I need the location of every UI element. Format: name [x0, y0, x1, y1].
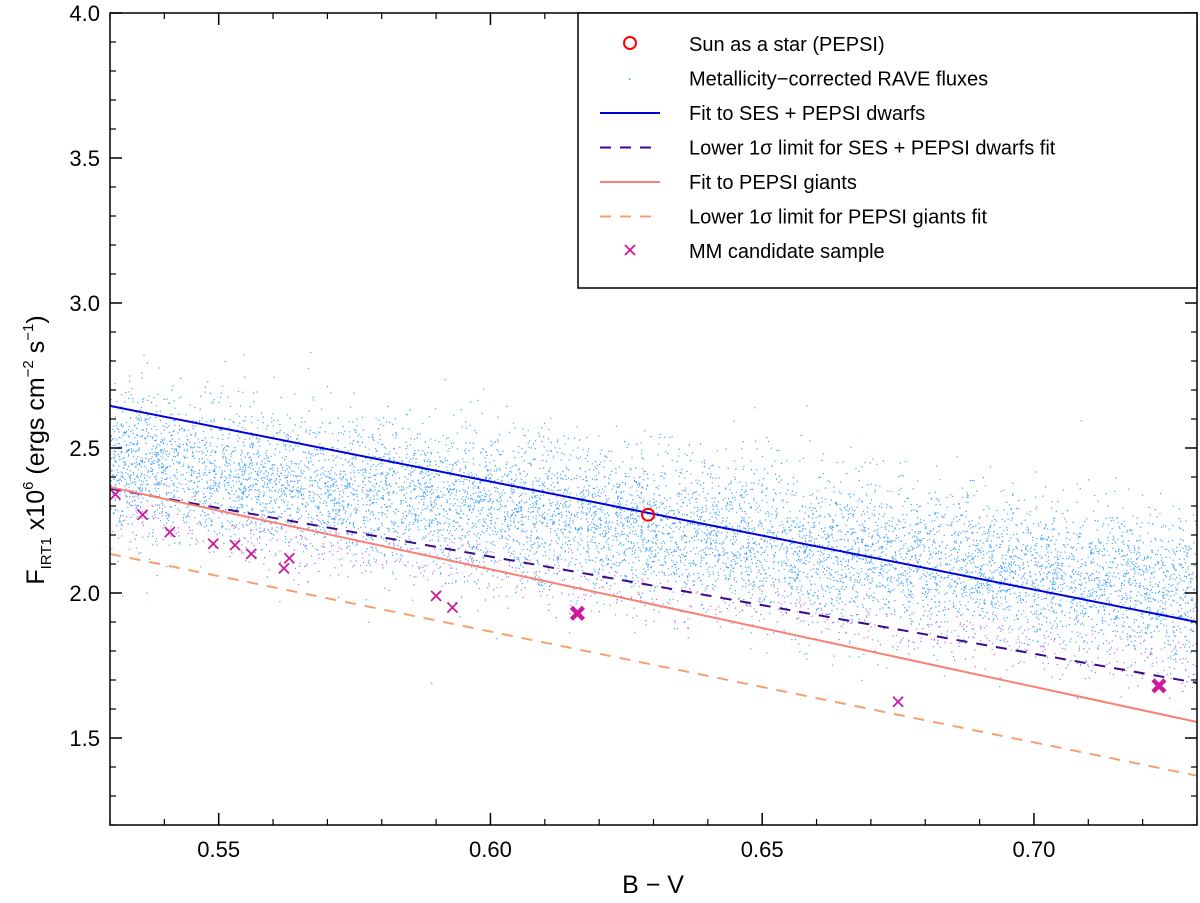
candidate-bold-marker-0	[569, 605, 586, 621]
y-tick-label: 2.0	[69, 581, 100, 606]
candidate-marker-0	[109, 488, 122, 501]
y-tick-label: 3.0	[69, 291, 100, 316]
legend-label: Metallicity−corrected RAVE fluxes	[689, 69, 988, 91]
candidate-marker-10	[892, 696, 904, 708]
legend-entry: Metallicity−corrected RAVE fluxes	[629, 69, 988, 91]
candidate-bold-marker-1	[1151, 678, 1167, 694]
legend-label: Lower 1σ limit for PEPSI giants fit	[689, 207, 987, 229]
legend-label: Fit to PEPSI giants	[689, 172, 857, 194]
legend-label: MM candidate sample	[689, 241, 885, 263]
legend-entry: MM candidate sample	[624, 241, 885, 263]
legend-label: Lower 1σ limit for SES + PEPSI dwarfs fi…	[689, 138, 1056, 160]
legend-entry: Lower 1σ limit for PEPSI giants fit	[600, 207, 987, 229]
legend: Sun as a star (PEPSI) Metallicity−correct…	[577, 12, 1198, 289]
legend-entry: Lower 1σ limit for SES + PEPSI dwarfs fi…	[600, 138, 1056, 160]
candidate-marker-3	[207, 538, 219, 550]
fit-line-4	[109, 486, 1198, 723]
y-tick-label: 2.5	[69, 436, 100, 461]
candidate-marker-2	[164, 526, 176, 538]
fit-line-3	[109, 487, 1198, 684]
x-tick-label: 0.70	[1013, 837, 1056, 862]
legend-label: Sun as a star (PEPSI)	[689, 34, 885, 56]
markers-layer	[109, 488, 1167, 708]
y-axis-title: FIRT1 x106 (ergs cm−2 s−1)	[20, 315, 55, 584]
legend-entry: Fit to SES + PEPSI dwarfs	[600, 103, 925, 125]
legend-entry: Sun as a star (PEPSI)	[623, 34, 885, 56]
candidate-marker-8	[430, 590, 442, 602]
y-tick-label: 3.5	[69, 146, 100, 171]
y-tick-label: 4.0	[69, 1, 100, 26]
candidate-marker-9	[446, 601, 459, 614]
candidate-marker-6	[278, 562, 290, 574]
candidate-marker-5	[245, 548, 257, 560]
ticks-layer: 0.55 0.60 0.65 0.70 1.5 2.0 2.5 3.0 3.5 4.0	[69, 1, 1198, 862]
legend-entry: Fit to PEPSI giants	[600, 172, 857, 194]
legend-symbol-circle	[623, 36, 637, 50]
legend-box	[577, 12, 1198, 289]
y-tick-label: 1.5	[69, 726, 100, 751]
fit-line-5	[109, 552, 1198, 777]
legend-label: Fit to SES + PEPSI dwarfs	[689, 103, 925, 125]
candidate-marker-4	[229, 539, 241, 551]
sun-marker	[641, 507, 656, 522]
legend-symbol-x	[624, 244, 636, 256]
candidate-marker-1	[136, 509, 149, 521]
candidate-marker-7	[283, 552, 295, 564]
x-tick-label: 0.65	[741, 837, 784, 862]
x-tick-label: 0.55	[197, 837, 240, 862]
legend-symbol-dot	[629, 78, 631, 80]
x-tick-label: 0.60	[469, 837, 512, 862]
x-axis-title: B − V	[622, 871, 684, 899]
